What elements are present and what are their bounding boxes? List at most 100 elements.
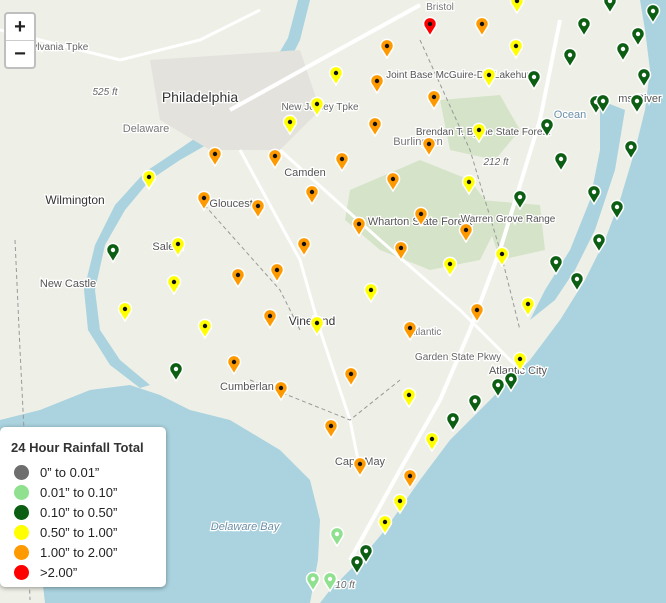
marker-dot xyxy=(614,204,620,210)
rain-marker xyxy=(481,67,497,89)
place-label: 525 ft xyxy=(92,87,118,98)
marker-dot xyxy=(310,576,316,582)
marker-dot xyxy=(429,436,435,442)
rain-marker xyxy=(520,296,536,318)
rain-marker xyxy=(269,262,285,284)
marker-dot xyxy=(591,189,597,195)
rain-marker xyxy=(349,554,365,576)
marker-dot xyxy=(407,473,413,479)
marker-dot xyxy=(634,98,640,104)
marker-dot xyxy=(212,151,218,157)
rain-marker xyxy=(458,222,474,244)
marker-dot xyxy=(173,366,179,372)
legend-swatch xyxy=(14,565,29,580)
place-label: Philadelphia xyxy=(162,89,238,105)
road xyxy=(278,148,522,372)
road xyxy=(348,19,562,561)
marker-dot xyxy=(635,31,641,37)
rain-marker xyxy=(591,232,607,254)
marker-dot xyxy=(202,323,208,329)
bay xyxy=(530,100,625,320)
place-label: Gloucester xyxy=(209,198,263,210)
rain-marker xyxy=(503,371,519,393)
place-label: Warren Grove Range xyxy=(461,214,556,225)
road xyxy=(229,3,421,112)
rain-marker xyxy=(377,514,393,536)
rain-marker xyxy=(230,267,246,289)
marker-dot xyxy=(201,195,207,201)
legend-label: 0.50” to 1.00” xyxy=(40,525,118,540)
marker-dot xyxy=(382,519,388,525)
marker-dot xyxy=(607,0,613,4)
rain-marker xyxy=(526,69,542,91)
marker-dot xyxy=(426,141,432,147)
rain-marker xyxy=(305,571,321,593)
rain-marker xyxy=(402,320,418,342)
rain-marker xyxy=(474,16,490,38)
road xyxy=(0,8,261,62)
forest xyxy=(480,200,545,260)
rain-marker xyxy=(595,93,611,115)
rain-marker xyxy=(105,242,121,264)
rain-marker xyxy=(343,366,359,388)
marker-dot xyxy=(650,8,656,14)
legend-label: 1.00” to 2.00” xyxy=(40,545,118,560)
rain-marker xyxy=(369,73,385,95)
marker-dot xyxy=(407,325,413,331)
place-label: Wilmington xyxy=(45,193,104,207)
marker-dot xyxy=(287,119,293,125)
rain-marker xyxy=(402,468,418,490)
marker-dot xyxy=(354,559,360,565)
rain-marker xyxy=(623,139,639,161)
rain-marker xyxy=(421,136,437,158)
marker-dot xyxy=(517,194,523,200)
legend-title: 24 Hour Rainfall Total xyxy=(11,440,144,455)
zoom-control[interactable]: + − xyxy=(4,12,36,69)
place-label: Garden State Pkwy xyxy=(415,352,501,363)
ocean xyxy=(320,0,666,603)
rain-marker xyxy=(461,174,477,196)
marker-dot xyxy=(600,98,606,104)
rain-marker xyxy=(304,184,320,206)
rain-marker xyxy=(322,571,338,593)
legend-label: >2.00” xyxy=(40,565,78,580)
rain-marker xyxy=(509,0,525,15)
rain-marker xyxy=(609,199,625,221)
rain-marker xyxy=(471,122,487,144)
rain-marker xyxy=(469,302,485,324)
place-label: Camden xyxy=(284,167,326,179)
legend-swatch xyxy=(14,545,29,560)
marker-dot xyxy=(406,392,412,398)
rain-marker xyxy=(512,189,528,211)
rain-marker xyxy=(267,148,283,170)
marker-dot xyxy=(339,156,345,162)
place-label: Joint Base McGuire-Dix Lakehurst xyxy=(386,70,538,81)
marker-dot xyxy=(356,221,362,227)
rain-markers xyxy=(105,0,661,593)
marker-dot xyxy=(472,398,478,404)
place-label: Cumberland xyxy=(220,381,280,393)
place-label: Delaware Bay xyxy=(211,521,281,533)
marker-dot xyxy=(525,301,531,307)
marker-dot xyxy=(463,227,469,233)
legend-swatch xyxy=(14,525,29,540)
marker-dot xyxy=(372,121,378,127)
marker-dot xyxy=(508,376,514,382)
marker-dot xyxy=(513,43,519,49)
rain-marker xyxy=(358,543,374,565)
place-label: Delaware xyxy=(123,123,169,135)
rain-marker xyxy=(494,246,510,268)
rain-marker xyxy=(630,26,646,48)
rain-marker xyxy=(602,0,618,15)
marker-dot xyxy=(558,156,564,162)
marker-dot xyxy=(328,423,334,429)
zoom-out[interactable]: − xyxy=(6,40,34,67)
marker-dot xyxy=(272,153,278,159)
marker-dot xyxy=(517,356,523,362)
zoom-in[interactable]: + xyxy=(14,16,26,38)
marker-dot xyxy=(567,52,573,58)
marker-dot xyxy=(574,276,580,282)
place-label: 212 ft xyxy=(482,157,509,168)
marker-dot xyxy=(363,548,369,554)
rain-marker xyxy=(562,47,578,69)
